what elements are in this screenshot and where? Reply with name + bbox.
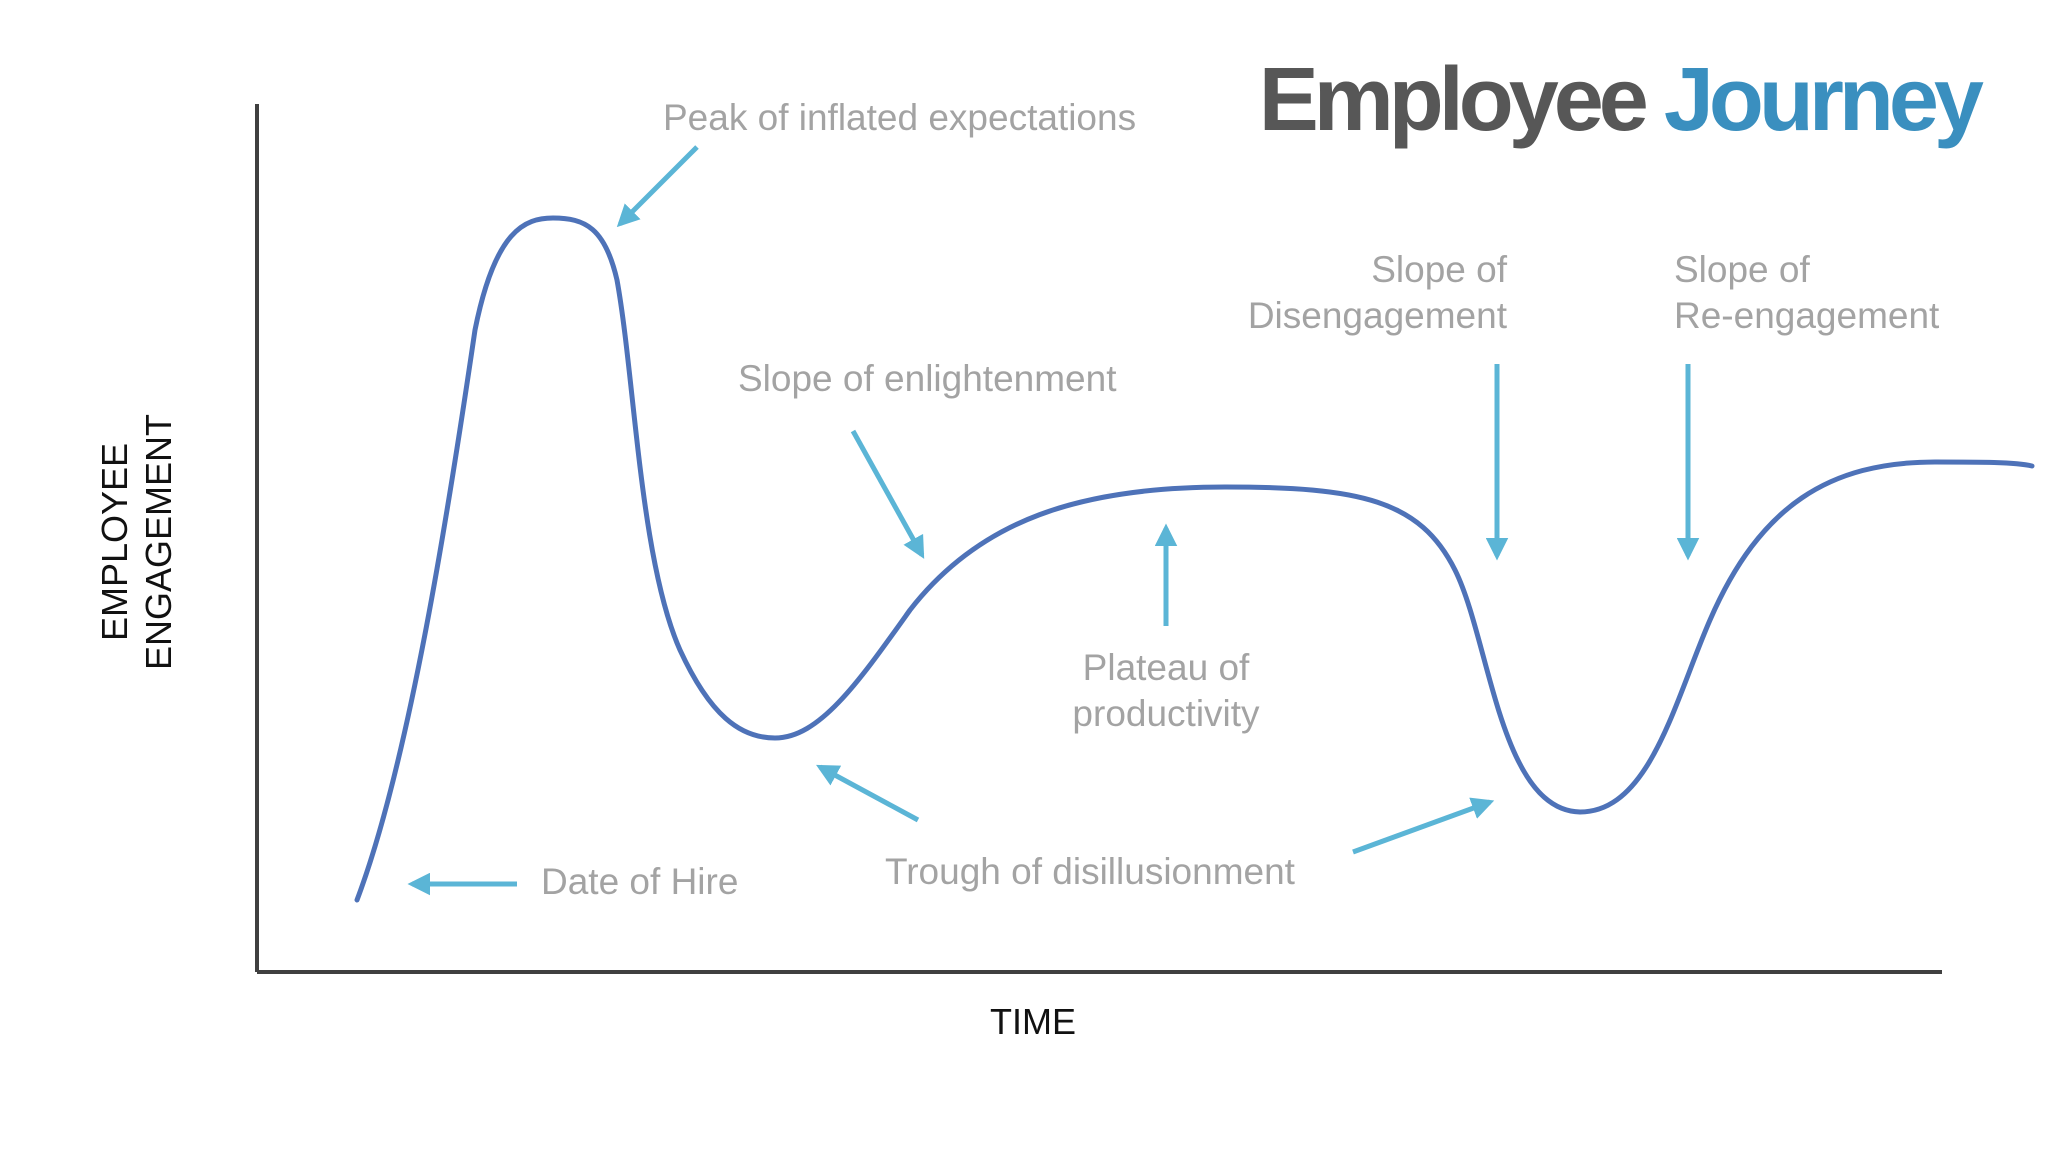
plateau-label-line2: productivity (1072, 693, 1260, 734)
disengagement-label: Slope of Disengagement (1237, 247, 1507, 339)
title-accent: Journey (1663, 50, 1984, 150)
disengagement-label-line2: Disengagement (1247, 295, 1507, 336)
diagram-title: Employee Journey (1259, 55, 1984, 145)
reengagement-label-line1: Slope of (1674, 249, 1810, 290)
peak-label: Peak of inflated expectations (663, 97, 1137, 138)
peak-arrow-icon (616, 145, 699, 228)
reengagement-label: Slope of Re-engagement (1674, 247, 1939, 339)
reengagement-label-line2: Re-engagement (1674, 295, 1940, 336)
enlightenment-arrow-icon (850, 429, 925, 559)
trough-label: Trough of disillusionment (885, 851, 1295, 892)
x-axis-label: TIME (990, 1001, 1076, 1042)
engagement-curve (354, 215, 2035, 903)
trough-left-arrow-icon (816, 764, 920, 823)
disengagement-label-line1: Slope of (1371, 249, 1507, 290)
y-axis-label-line2: ENGAGEMENT (138, 413, 179, 671)
trough-right-arrow-icon (1352, 797, 1495, 855)
y-axis-label: EMPLOYEE ENGAGEMENT (93, 414, 181, 670)
date-of-hire-label: Date of Hire (541, 861, 739, 902)
plateau-label: Plateau of productivity (1016, 645, 1316, 737)
title-main: Employee (1258, 50, 1664, 150)
enlightenment-label: Slope of enlightenment (738, 358, 1117, 399)
plateau-label-line1: Plateau of (1082, 647, 1250, 688)
y-axis-label-line1: EMPLOYEE (94, 442, 135, 642)
